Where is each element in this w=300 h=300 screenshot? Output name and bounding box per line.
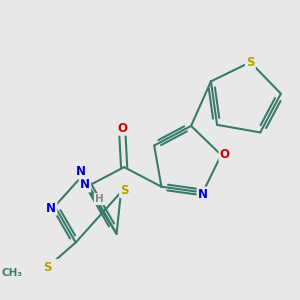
Text: H: H	[95, 194, 103, 204]
Text: O: O	[220, 148, 230, 161]
Text: N: N	[198, 188, 208, 201]
Text: O: O	[117, 122, 127, 134]
Text: S: S	[43, 261, 52, 274]
Text: S: S	[120, 184, 129, 197]
Text: N: N	[46, 202, 56, 214]
Text: S: S	[246, 56, 255, 69]
Text: N: N	[76, 165, 86, 178]
Text: CH₃: CH₃	[1, 268, 22, 278]
Text: N: N	[80, 178, 90, 191]
